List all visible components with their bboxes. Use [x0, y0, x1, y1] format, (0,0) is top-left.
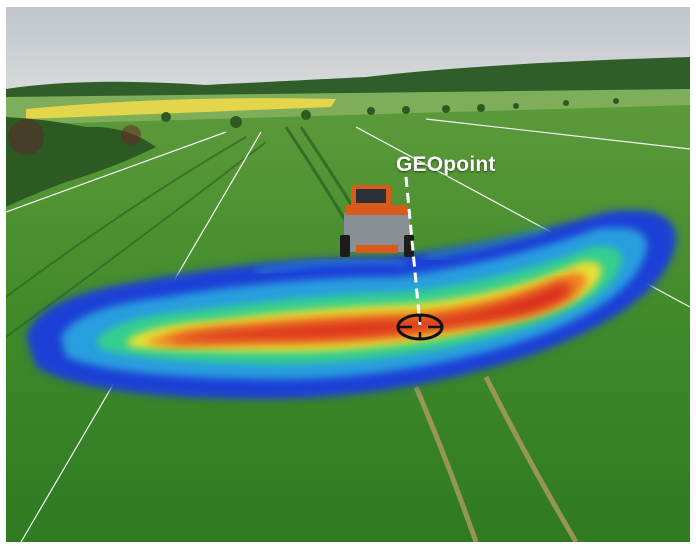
geopoint-label: GEOpoint	[396, 153, 496, 176]
tramline	[6, 136, 247, 298]
geopoint-target-icon	[396, 313, 444, 341]
geopoint-pointer-line	[404, 176, 422, 326]
rapeseed-field	[26, 98, 336, 119]
tramline	[6, 141, 267, 338]
spread-heatmap	[26, 210, 677, 400]
guide-line	[6, 131, 227, 213]
tramline	[413, 386, 479, 542]
tree-line	[6, 57, 690, 102]
distant-trees	[161, 98, 619, 128]
tramline	[483, 375, 579, 542]
tractor	[340, 185, 414, 257]
field-photo: GEOpoint	[6, 7, 690, 542]
guide-line	[425, 118, 690, 150]
